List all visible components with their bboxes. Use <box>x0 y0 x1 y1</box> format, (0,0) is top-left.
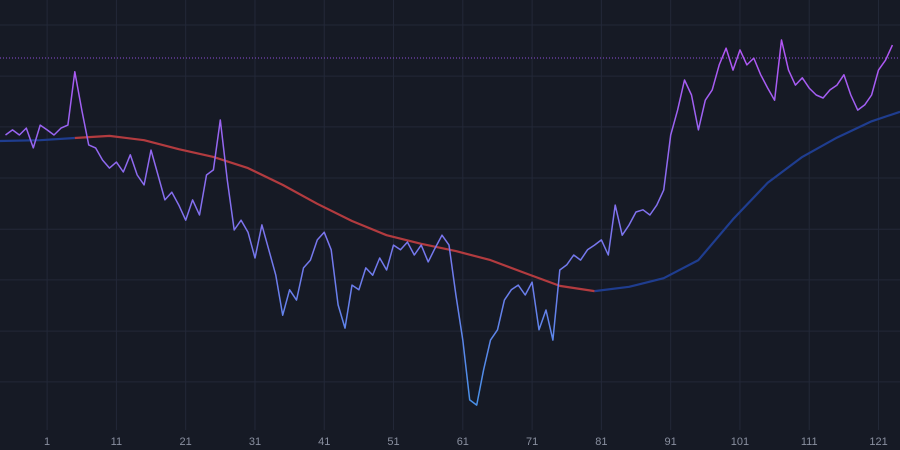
x-tick-label: 51 <box>387 436 399 448</box>
x-tick-label: 121 <box>869 436 887 448</box>
moving-average-line <box>74 134 595 293</box>
x-tick-label: 61 <box>457 436 469 448</box>
x-tick-label: 101 <box>731 436 749 448</box>
x-tick-label: 41 <box>318 436 330 448</box>
x-tick-label: 1 <box>44 436 50 448</box>
x-tick-label: 111 <box>801 436 818 448</box>
price-line <box>5 39 894 406</box>
x-tick-label: 81 <box>595 436 607 448</box>
moving-average-line <box>0 136 75 143</box>
x-tick-label: 91 <box>665 436 677 448</box>
x-tick-label: 11 <box>111 436 122 448</box>
x-tick-label: 71 <box>526 436 538 448</box>
x-tick-label: 21 <box>180 436 192 448</box>
moving-average-line <box>594 110 900 293</box>
x-tick-label: 31 <box>249 436 261 448</box>
